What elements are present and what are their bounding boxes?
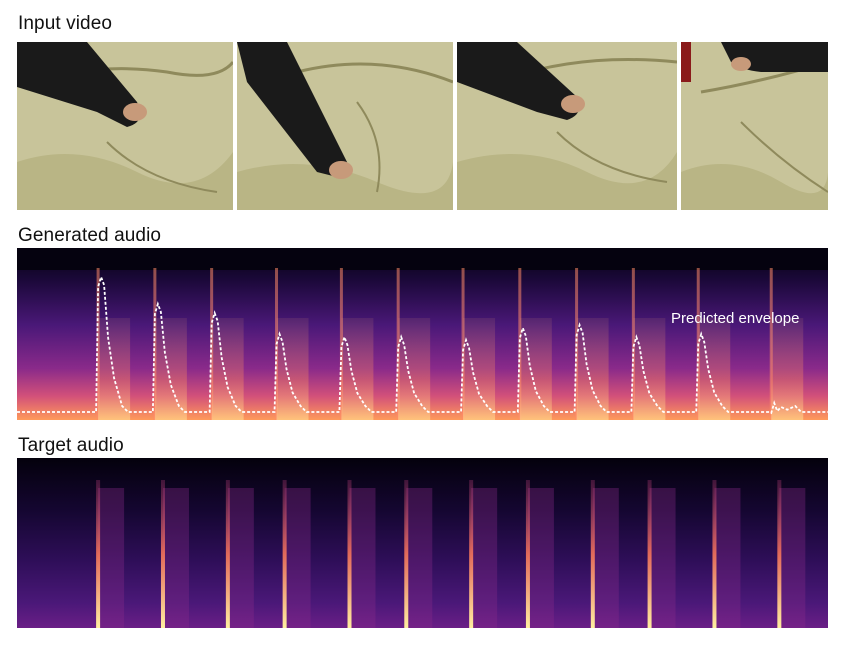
- target-hit-1: [96, 480, 101, 628]
- generated-audio-label: Generated audio: [18, 225, 162, 246]
- target-hit-decay-12: [779, 488, 806, 628]
- target-hit-9: [590, 480, 595, 628]
- target-hit-5: [347, 480, 352, 628]
- target-hit-decay-11: [714, 488, 741, 628]
- target-hit-decay-7: [471, 488, 498, 628]
- video-frame-2: [237, 42, 453, 210]
- generated-hit-glow-9: [576, 318, 609, 420]
- target-hit-decay-10: [649, 488, 676, 628]
- target-hit-decay-5: [349, 488, 376, 628]
- generated-hit-glow-1: [98, 318, 131, 420]
- target-hit-decay-9: [592, 488, 619, 628]
- target-hit-decay-2: [162, 488, 189, 628]
- video-frame-3: [457, 42, 677, 210]
- target-hit-6: [404, 480, 409, 628]
- video-frame-1: [17, 42, 233, 210]
- target-hit-12: [777, 480, 782, 628]
- target-hit-4: [282, 480, 287, 628]
- generated-hit-glow-3: [211, 318, 244, 420]
- generated-hit-glow-7: [463, 318, 496, 420]
- generated-hit-glow-12: [771, 318, 804, 420]
- generated-hit-glow-5: [341, 318, 374, 420]
- generated-hit-glow-10: [633, 318, 666, 420]
- generated-hit-glow-6: [398, 318, 431, 420]
- target-hit-decay-4: [284, 488, 311, 628]
- target-hit-3: [225, 480, 230, 628]
- target-audio-label: Target audio: [18, 435, 124, 456]
- target-hit-decay-8: [527, 488, 554, 628]
- generated-hit-glow-4: [276, 318, 309, 420]
- video-frame-4: [681, 42, 828, 210]
- target-hit-2: [160, 480, 165, 628]
- target-hit-11: [712, 480, 717, 628]
- target-hit-decay-6: [406, 488, 433, 628]
- target-hit-10: [647, 480, 652, 628]
- input-video-label: Input video: [18, 13, 113, 34]
- generated-spectrogram: Predicted envelope: [17, 248, 828, 420]
- generated-hit-glow-11: [698, 318, 731, 420]
- predicted-envelope-label: Predicted envelope: [671, 310, 800, 327]
- target-hit-7: [469, 480, 474, 628]
- target-spectrogram: [17, 458, 828, 628]
- target-hit-decay-3: [227, 488, 254, 628]
- target-hit-8: [525, 480, 530, 628]
- generated-hit-glow-2: [154, 318, 187, 420]
- target-hit-decay-1: [98, 488, 125, 628]
